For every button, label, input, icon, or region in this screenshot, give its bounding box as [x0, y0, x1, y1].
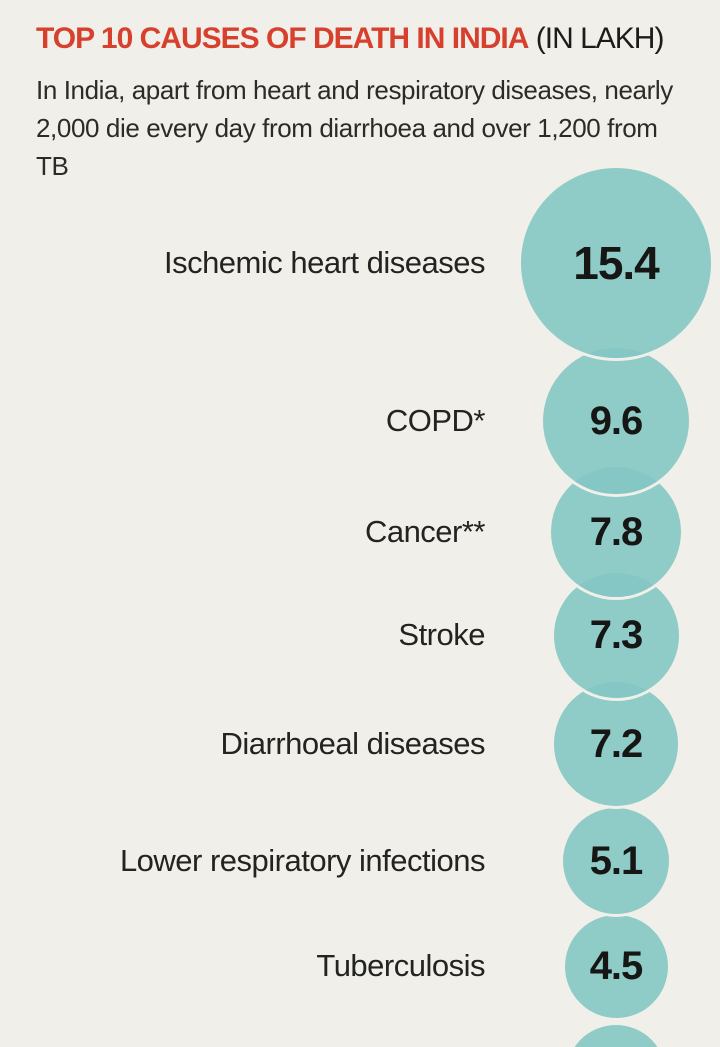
bubble: 5.1 [563, 808, 669, 914]
bubble [566, 1025, 666, 1047]
subtitle-line-2: 2,000 die every day from diarrhoea and o… [36, 113, 658, 181]
bubble-label: Tuberculosis [316, 948, 485, 983]
bubble-value: 7.8 [589, 509, 644, 554]
title-unit-suffix: (IN LAKH) [528, 22, 665, 55]
header: TOP 10 CAUSES OF DEATH IN INDIA (IN LAKH… [36, 22, 696, 185]
bubble-label: Ischemic heart diseases [163, 245, 486, 280]
bubble-value: 7.2 [589, 721, 644, 766]
title-main: TOP 10 CAUSES OF DEATH IN INDIA [36, 22, 529, 55]
bubble-label: Stroke [398, 617, 485, 652]
bubble-label: Lower respiratory infections [119, 843, 486, 878]
bubble-value: 9.6 [589, 398, 644, 443]
bubble: 7.3 [553, 572, 679, 698]
bubble-value: 7.3 [589, 612, 644, 657]
bubble-label: Diarrhoeal diseases [220, 726, 486, 761]
bubble-value: 15.4 [573, 237, 660, 289]
bubble: 9.6 [543, 348, 689, 494]
bubble: 4.5 [564, 914, 668, 1018]
page-title: TOP 10 CAUSES OF DEATH IN INDIA (IN LAKH… [36, 22, 696, 55]
bubble: 15.4 [521, 168, 711, 358]
subtitle: In India, apart from heart and respirato… [36, 71, 696, 185]
subtitle-line-1: In India, apart from heart and respirato… [36, 75, 673, 105]
bubble-value: 4.5 [589, 943, 644, 988]
bubble: 7.2 [554, 682, 678, 806]
bubble-label: COPD* [385, 403, 486, 438]
bubble-value: 5.1 [589, 838, 644, 883]
bubble-label: Cancer** [364, 514, 486, 549]
